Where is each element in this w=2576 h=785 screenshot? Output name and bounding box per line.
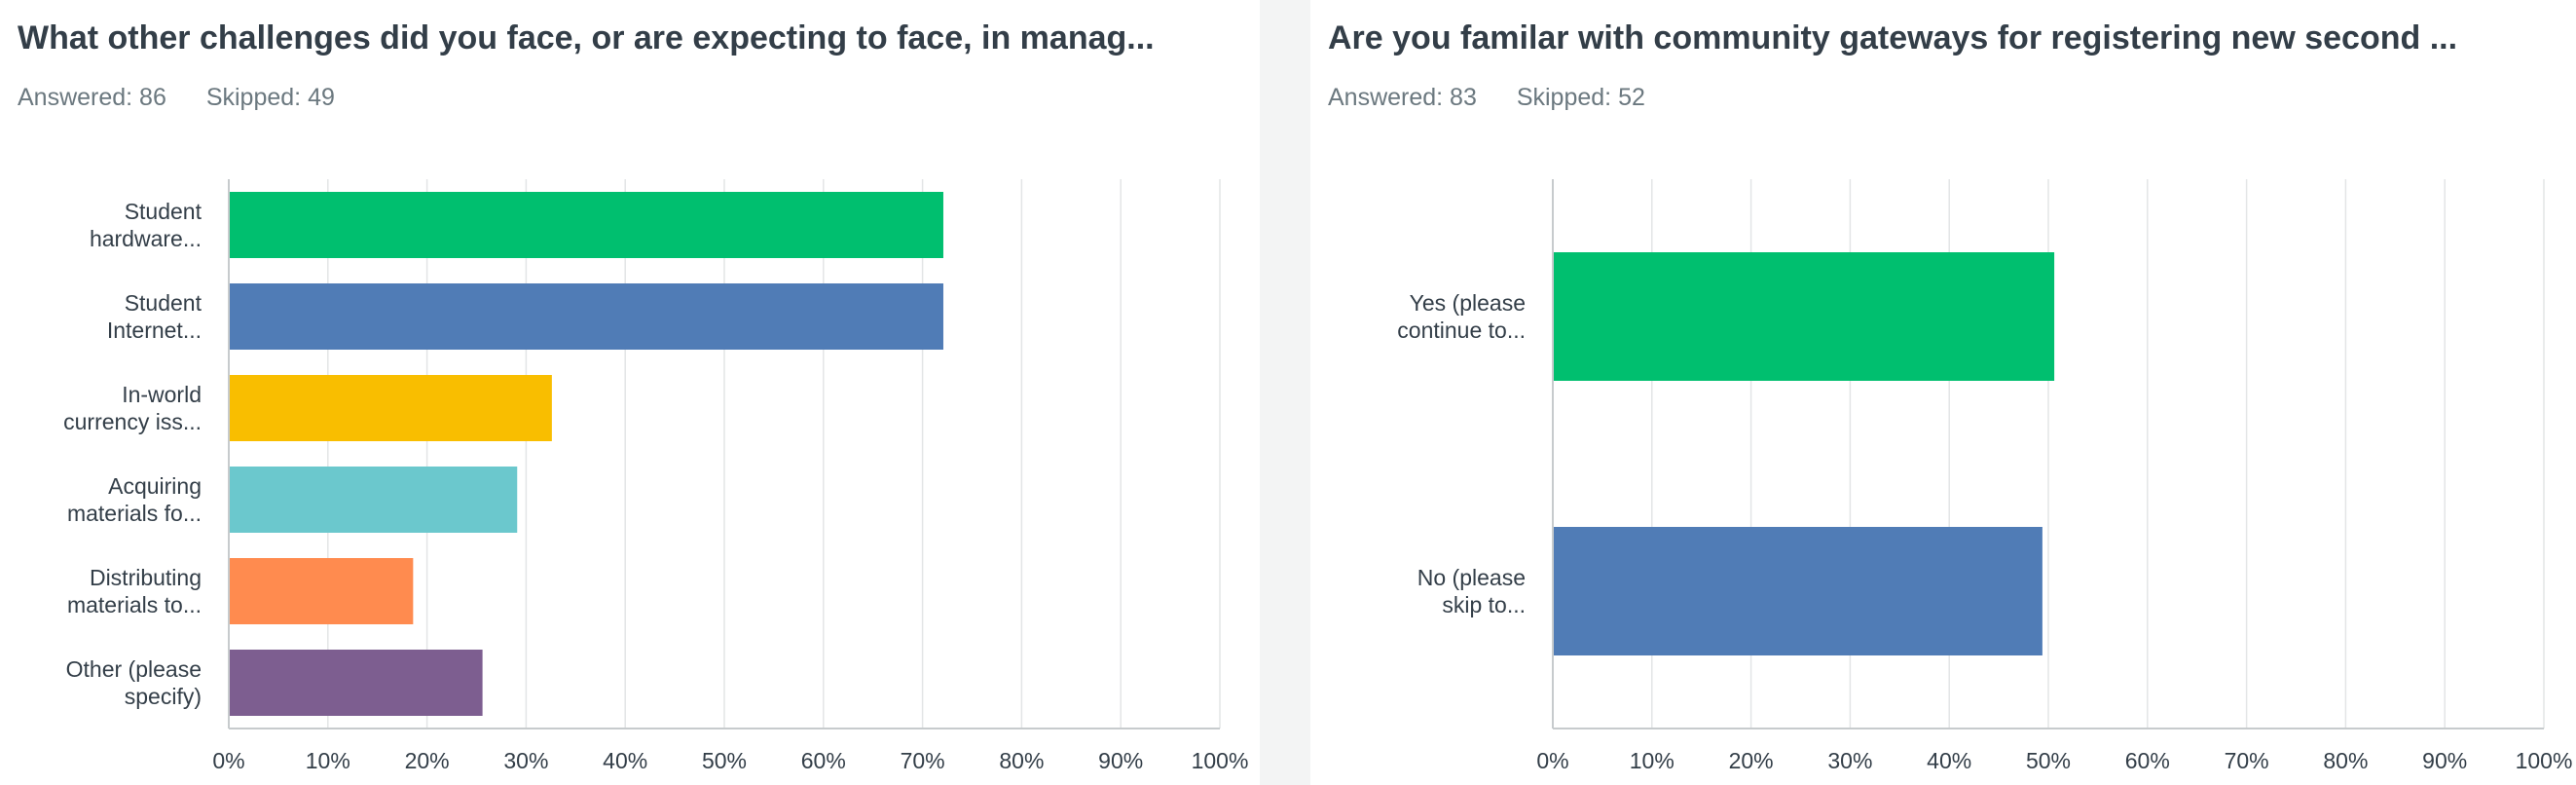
category-label: No (please skip to... bbox=[1417, 565, 1526, 617]
category-label-line: materials to... bbox=[67, 592, 202, 617]
x-tick-label: 60% bbox=[801, 748, 846, 773]
answered-count: Answered: 86 bbox=[18, 84, 166, 111]
question-title[interactable]: What other challenges did you face, or a… bbox=[18, 19, 1155, 56]
category-label-line: currency iss... bbox=[63, 409, 202, 434]
x-tick-label: 70% bbox=[2225, 748, 2269, 773]
category-label-line: continue to... bbox=[1397, 318, 1526, 343]
question-panel-2: Are you familar with community gateways … bbox=[1310, 0, 2576, 785]
x-tick-label: 50% bbox=[702, 748, 747, 773]
category-label-line: Other (please bbox=[66, 656, 202, 682]
category-label: Student Internet... bbox=[107, 290, 202, 343]
category-label-line: hardware... bbox=[90, 226, 202, 251]
x-tick-label: 30% bbox=[1827, 748, 1872, 773]
category-label-line: Student bbox=[125, 290, 202, 316]
category-label-line: skip to... bbox=[1442, 592, 1526, 617]
x-tick-label: 10% bbox=[306, 748, 350, 773]
bar-chart: 0% 10% 20% 30% 40% 50% 60% 70% 80% 90% 100% Student… bbox=[63, 179, 1249, 773]
category-label: Yes (please continue to... bbox=[1397, 290, 1526, 343]
answered-count: Answered: 83 bbox=[1328, 84, 1477, 111]
x-tick-label: 0% bbox=[1536, 748, 1568, 773]
bar bbox=[1554, 527, 2042, 655]
x-tick-label: 50% bbox=[2026, 748, 2071, 773]
x-tick-label: 80% bbox=[999, 748, 1044, 773]
category-label-line: Student bbox=[125, 199, 202, 224]
bar bbox=[230, 375, 552, 441]
category-label-line: materials fo... bbox=[67, 501, 202, 526]
x-tick-label: 90% bbox=[2422, 748, 2467, 773]
x-tick-label: 80% bbox=[2323, 748, 2368, 773]
x-tick-label: 20% bbox=[405, 748, 450, 773]
category-label: In-world currency iss... bbox=[63, 382, 202, 434]
bar-chart: 0% 10% 20% 30% 40% 50% 60% 70% 80% 90% 100% Yes (pl… bbox=[1397, 179, 2573, 773]
x-tick-label: 40% bbox=[603, 748, 647, 773]
skipped-count: Skipped: 49 bbox=[205, 84, 335, 111]
x-tick-label: 30% bbox=[503, 748, 548, 773]
category-label-line: Distributing bbox=[90, 565, 202, 590]
x-tick-label: 0% bbox=[212, 748, 244, 773]
category-label-line: Internet... bbox=[107, 318, 202, 343]
question-panel-1: What other challenges did you face, or a… bbox=[0, 0, 1260, 785]
category-label: Acquiring materials fo... bbox=[67, 473, 202, 526]
bar bbox=[230, 192, 943, 258]
category-label-line: specify) bbox=[125, 684, 202, 709]
x-tick-label: 70% bbox=[901, 748, 945, 773]
x-tick-label: 40% bbox=[1927, 748, 1971, 773]
category-label-line: No (please bbox=[1417, 565, 1526, 590]
question-title[interactable]: Are you familar with community gateways … bbox=[1328, 19, 2458, 56]
bar bbox=[230, 467, 518, 533]
category-label: Student hardware... bbox=[90, 199, 202, 251]
category-label-line: In-world bbox=[122, 382, 202, 407]
category-label-line: Acquiring bbox=[108, 473, 202, 499]
x-tick-label: 20% bbox=[1729, 748, 1774, 773]
category-label-line: Yes (please bbox=[1410, 290, 1526, 316]
x-tick-label: 100% bbox=[1192, 748, 1249, 773]
x-tick-label: 60% bbox=[2125, 748, 2170, 773]
bar bbox=[1554, 252, 2055, 381]
bar bbox=[230, 283, 943, 350]
response-stats: Answered: 83 Skipped: 52 bbox=[1328, 84, 1678, 112]
bar bbox=[230, 558, 414, 624]
skipped-count: Skipped: 52 bbox=[1516, 84, 1645, 111]
x-tick-label: 90% bbox=[1098, 748, 1143, 773]
category-label: Other (please specify) bbox=[66, 656, 202, 709]
bar bbox=[230, 650, 483, 716]
x-tick-label: 10% bbox=[1630, 748, 1674, 773]
category-label: Distributing materials to... bbox=[67, 565, 202, 617]
response-stats: Answered: 86 Skipped: 49 bbox=[18, 84, 368, 112]
x-tick-label: 100% bbox=[2516, 748, 2573, 773]
